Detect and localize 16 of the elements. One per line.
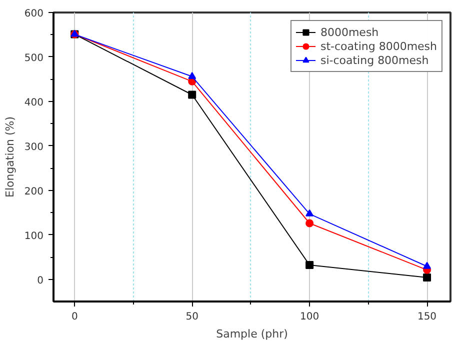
legend-label: st-coating 8000mesh [320, 39, 437, 53]
x-tick-label: 150 [417, 312, 437, 322]
x-tick-label: 0 [71, 312, 78, 322]
y-tick-label: 200 [24, 186, 44, 198]
x-tick-label: 100 [300, 312, 320, 322]
y-tick-label: 100 [24, 230, 44, 242]
y-tick-label: 600 [24, 8, 44, 20]
x-axis-title: Sample (phr) [216, 328, 288, 340]
legend-label: si-coating 800mesh [320, 53, 429, 67]
x-tick-label: 50 [186, 312, 198, 322]
legend-label: 8000mesh [320, 25, 379, 39]
y-tick-label: 0 [37, 275, 44, 286]
y-axis-title: Elongation (%) [3, 116, 16, 198]
y-tick-label: 500 [24, 52, 44, 64]
y-tick-label: 400 [24, 97, 44, 108]
y-tick-label: 300 [24, 142, 44, 153]
